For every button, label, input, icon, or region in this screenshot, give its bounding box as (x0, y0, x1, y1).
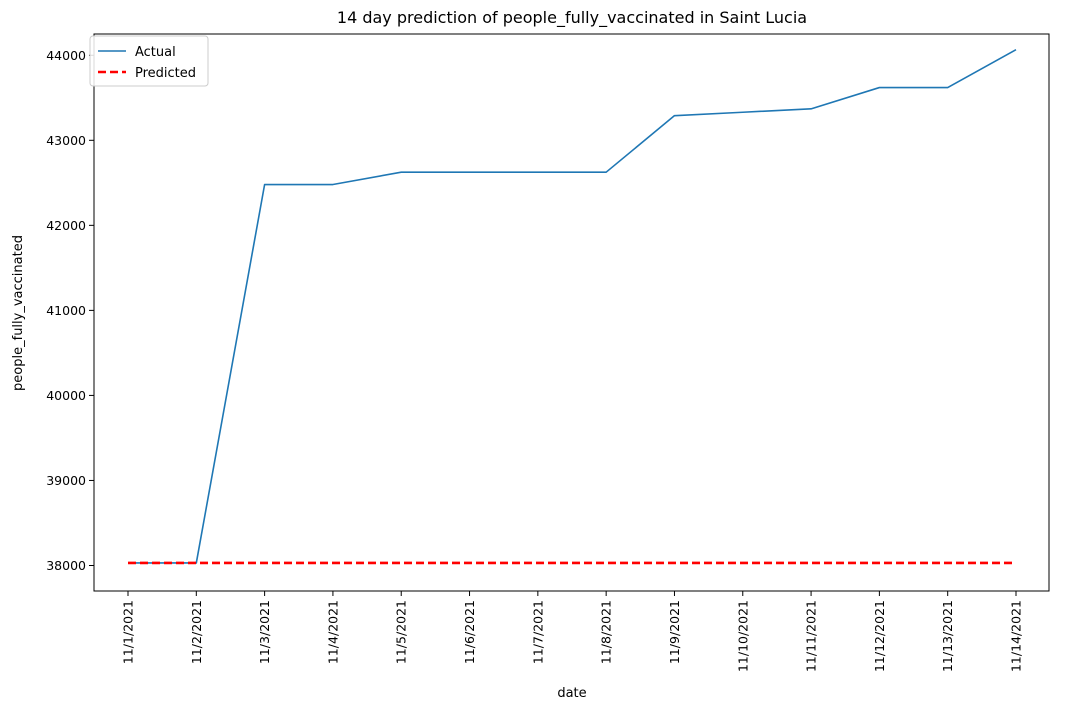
x-tick-label: 11/13/2021 (940, 600, 955, 672)
series-line-actual (128, 49, 1017, 564)
legend-box (89, 35, 209, 87)
x-axis-label: date (557, 686, 586, 701)
y-tick-label: 40000 (46, 388, 86, 403)
y-tick-label: 43000 (46, 133, 86, 148)
y-tick-label: 41000 (46, 303, 86, 318)
legend: Actual Predicted (89, 35, 209, 87)
x-tick-label: 11/10/2021 (735, 600, 750, 672)
x-tick-label: 11/9/2021 (667, 600, 682, 664)
x-tick-label: 11/11/2021 (804, 600, 819, 672)
y-tick-label: 42000 (46, 218, 86, 233)
x-tick-label: 11/4/2021 (325, 600, 340, 664)
x-tick-label: 11/1/2021 (121, 600, 136, 664)
legend-label-actual: Actual (135, 45, 176, 60)
x-tick-label: 11/6/2021 (462, 600, 477, 664)
y-axis-ticks: 38000 39000 40000 41000 42000 43000 44000 (46, 48, 94, 573)
x-tick-label: 11/7/2021 (530, 600, 545, 664)
chart-title: 14 day prediction of people_fully_vaccin… (337, 8, 807, 28)
x-tick-label: 11/3/2021 (257, 600, 272, 664)
series-layer (128, 49, 1017, 565)
x-tick-label: 11/2/2021 (189, 600, 204, 664)
x-axis-ticks: 11/1/2021 11/2/2021 11/3/2021 11/4/2021 11/5… (121, 591, 1024, 672)
x-tick-label: 11/12/2021 (872, 600, 887, 672)
y-tick-label: 44000 (46, 48, 86, 63)
y-axis-label: people_fully_vaccinated (11, 235, 26, 391)
x-tick-label: 11/14/2021 (1009, 600, 1024, 672)
legend-label-predicted: Predicted (135, 66, 196, 81)
x-tick-label: 11/8/2021 (599, 600, 614, 664)
y-tick-label: 39000 (46, 473, 86, 488)
x-tick-label: 11/5/2021 (394, 600, 409, 664)
plot-area-frame (93, 33, 1050, 592)
y-tick-label: 38000 (46, 558, 86, 573)
